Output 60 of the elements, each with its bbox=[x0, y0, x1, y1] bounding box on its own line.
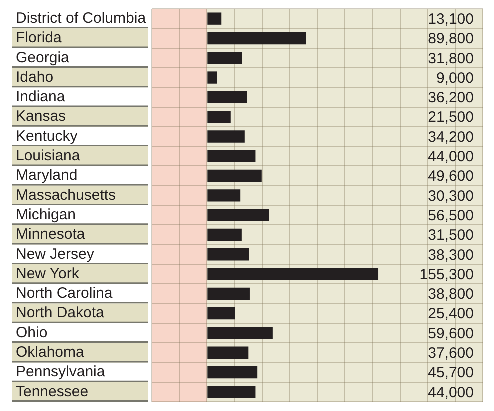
data-label: 25,400 bbox=[428, 306, 474, 323]
data-label: 13,100 bbox=[428, 10, 474, 28]
y-tick-label: New Jersey bbox=[16, 246, 95, 263]
data-label: 49,600 bbox=[428, 168, 474, 186]
bar bbox=[208, 130, 245, 143]
data-label: 155,300 bbox=[420, 266, 474, 284]
y-tick-label: Massachusetts bbox=[16, 186, 116, 204]
data-label: 38,800 bbox=[428, 286, 474, 304]
bar bbox=[208, 288, 250, 300]
bar bbox=[208, 52, 242, 64]
bar bbox=[208, 209, 270, 222]
bar bbox=[208, 150, 256, 162]
data-label: 37,600 bbox=[428, 345, 474, 362]
data-label: 31,500 bbox=[428, 227, 474, 244]
y-tick-label: Oklahoma bbox=[16, 344, 86, 362]
bar bbox=[208, 32, 306, 45]
data-label: 89,800 bbox=[428, 30, 474, 48]
data-label: 44,000 bbox=[428, 148, 474, 166]
bar bbox=[208, 72, 218, 84]
y-tick-label: Idaho bbox=[16, 68, 54, 86]
bar bbox=[208, 190, 241, 202]
y-tick-label: Tennessee bbox=[16, 383, 89, 400]
bar bbox=[208, 386, 256, 398]
data-label: 59,600 bbox=[428, 325, 474, 342]
data-label: 45,700 bbox=[428, 364, 474, 382]
y-tick-label: District of Columbia bbox=[16, 10, 147, 27]
bar bbox=[208, 12, 222, 25]
y-tick-label: Indiana bbox=[16, 88, 66, 106]
y-tick-label: Kentucky bbox=[16, 128, 78, 145]
y-tick-label: New York bbox=[16, 265, 80, 282]
y-tick-label: North Dakota bbox=[16, 304, 106, 322]
bar bbox=[208, 91, 248, 104]
data-label: 9,000 bbox=[436, 70, 474, 87]
bar bbox=[208, 268, 379, 280]
bar bbox=[208, 248, 250, 261]
data-label: 38,300 bbox=[428, 246, 474, 264]
bar bbox=[208, 307, 236, 320]
data-label: 56,500 bbox=[428, 207, 474, 224]
data-label: 30,300 bbox=[428, 188, 474, 205]
bar bbox=[208, 110, 231, 124]
y-tick-label: Louisiana bbox=[16, 148, 81, 165]
bar bbox=[208, 327, 273, 340]
y-tick-label: Pennsylvania bbox=[16, 364, 106, 381]
y-tick-label: Georgia bbox=[16, 49, 70, 66]
data-label: 44,000 bbox=[428, 384, 474, 402]
bar bbox=[208, 366, 258, 379]
y-tick-label: Ohio bbox=[16, 324, 48, 342]
y-tick-label: Minnesota bbox=[16, 226, 86, 244]
bar bbox=[208, 346, 249, 359]
y-tick-label: Florida bbox=[16, 30, 63, 47]
data-label: 36,200 bbox=[428, 90, 474, 107]
y-tick-label: Maryland bbox=[16, 167, 78, 184]
bar bbox=[208, 170, 262, 182]
data-label: 31,800 bbox=[428, 50, 474, 68]
y-tick-label: Michigan bbox=[16, 206, 76, 224]
data-label: 34,200 bbox=[428, 128, 474, 146]
y-tick-label: North Carolina bbox=[16, 285, 114, 302]
data-label: 21,500 bbox=[428, 109, 474, 126]
y-tick-label: Kansas bbox=[16, 108, 66, 126]
bar bbox=[208, 228, 242, 242]
